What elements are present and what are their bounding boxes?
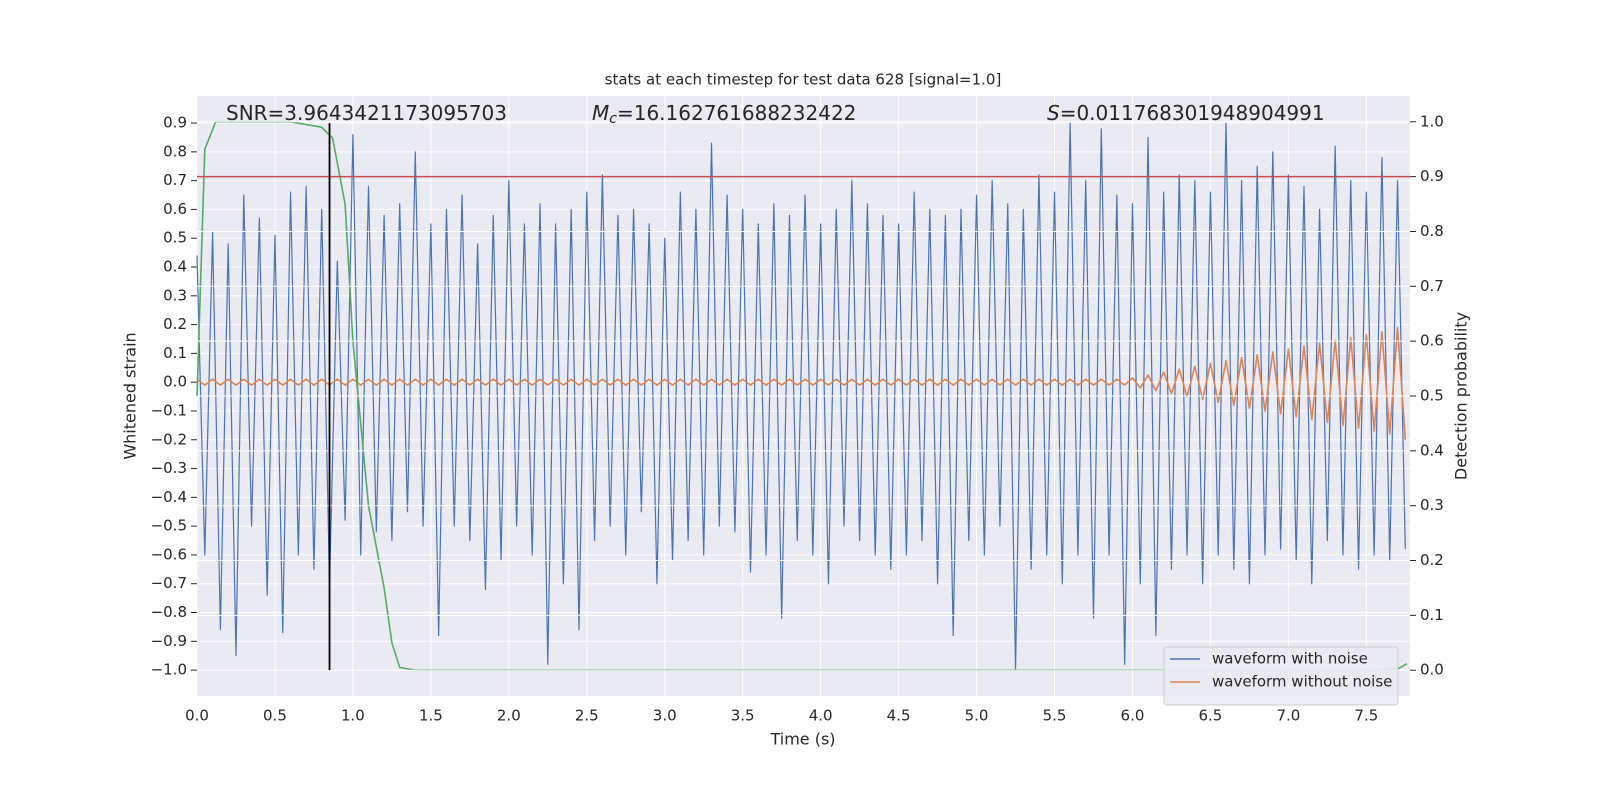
y-axis-label: Whitened strain	[121, 332, 140, 459]
y-tick-label: 0.1	[163, 344, 187, 362]
y-tick-label: 0.3	[163, 286, 187, 304]
y2-tick-label: 0.0	[1420, 661, 1444, 679]
y-tick-label: 0.0	[163, 373, 187, 391]
x-tick-label: 5.5	[1043, 707, 1067, 725]
y-tick-label: 0.5	[163, 229, 187, 247]
y-tick-label: −0.1	[151, 401, 187, 419]
y-tick-label: −0.2	[151, 430, 187, 448]
y-tick-label: 0.2	[163, 315, 187, 333]
annotation-subscript: c	[609, 111, 617, 127]
annotation-text: =0.011768301948904991	[1060, 101, 1325, 125]
legend-label: waveform without noise	[1212, 673, 1392, 691]
x-tick-label: 0.5	[263, 707, 287, 725]
y-tick-label: 0.7	[163, 171, 187, 189]
y2-tick-label: 0.8	[1420, 222, 1444, 240]
y-tick-label: −0.7	[151, 574, 187, 592]
x-tick-label: 4.0	[809, 707, 833, 725]
x-tick-label: 1.0	[341, 707, 365, 725]
y-tick-label: −0.4	[151, 488, 187, 506]
series-line	[196, 326, 1407, 440]
y-tick-label: 0.4	[163, 258, 187, 276]
x-tick-label: 3.0	[653, 707, 677, 725]
y2-tick-label: 0.2	[1420, 551, 1444, 569]
annotation-text: =16.162761688232422	[617, 101, 856, 125]
annotation: SNR=3.9643421173095703	[226, 101, 507, 125]
chart-title: stats at each timestep for test data 628…	[605, 71, 1002, 89]
x-tick-label: 0.0	[185, 707, 209, 725]
x-tick-label: 7.0	[1276, 707, 1300, 725]
y-tick-label: 0.9	[163, 114, 187, 132]
y2-tick-label: 0.9	[1420, 167, 1444, 185]
y2-tick-label: 1.0	[1420, 112, 1444, 130]
y-tick-label: −0.8	[151, 603, 187, 621]
y2-tick-label: 0.6	[1420, 332, 1444, 350]
y-tick-label: 0.6	[163, 200, 187, 218]
y2-tick-label: 0.4	[1420, 441, 1444, 459]
x-tick-label: 6.0	[1121, 707, 1145, 725]
legend-box	[1163, 646, 1399, 706]
y2-tick-label: 0.1	[1420, 606, 1444, 624]
annotation-symbol: M	[592, 101, 609, 125]
x-tick-label: 2.0	[497, 707, 521, 725]
y2-tick-label: 0.7	[1420, 277, 1444, 295]
y-tick-label: 0.8	[163, 142, 187, 160]
y-tick-label: −0.3	[151, 459, 187, 477]
y2-tick-label: 0.3	[1420, 496, 1444, 514]
x-tick-label: 3.5	[731, 707, 755, 725]
y-tick-label: −0.9	[151, 632, 187, 650]
x-tick-label: 1.5	[419, 707, 443, 725]
y2-axis-label: Detection probability	[1452, 312, 1471, 480]
y-tick-label: −0.5	[151, 517, 187, 535]
x-tick-label: 2.5	[575, 707, 599, 725]
annotation: S=0.011768301948904991	[1047, 101, 1325, 125]
x-tick-label: 7.5	[1354, 707, 1378, 725]
y2-tick-label: 0.5	[1420, 387, 1444, 405]
x-tick-label: 4.5	[887, 707, 911, 725]
series-line	[196, 122, 1406, 671]
annotation-symbol: S	[1047, 101, 1060, 125]
x-tick-label: 5.0	[965, 707, 989, 725]
x-tick-label: 6.5	[1199, 707, 1223, 725]
x-axis-label: Time (s)	[769, 730, 835, 749]
annotation: Mc=16.162761688232422	[592, 101, 856, 128]
y-tick-label: −1.0	[151, 661, 187, 679]
annotation-text: SNR=3.9643421173095703	[226, 101, 507, 125]
legend-label: waveform with noise	[1212, 650, 1368, 668]
y-tick-label: −0.6	[151, 545, 187, 563]
